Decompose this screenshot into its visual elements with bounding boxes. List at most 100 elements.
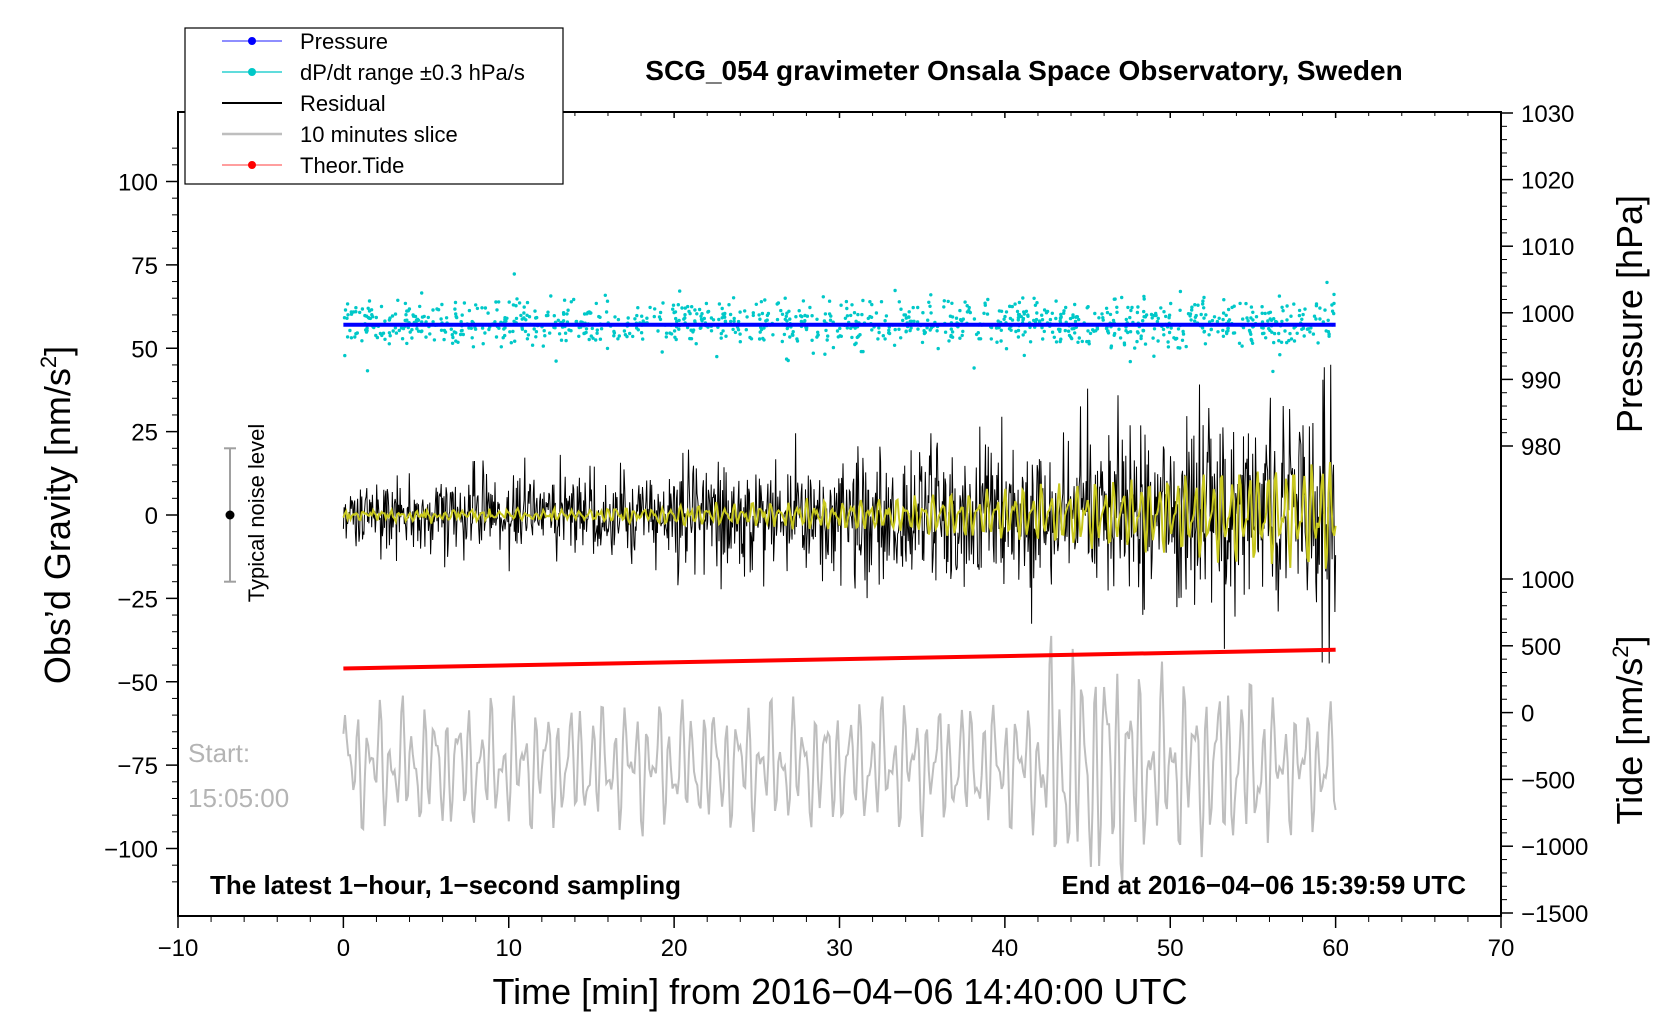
dpdt-point (367, 309, 372, 313)
dpdt-point (1190, 308, 1194, 312)
dpdt-point (1013, 302, 1017, 306)
dpdt-point (942, 299, 946, 303)
gravity-tick-label: −25 (117, 586, 158, 613)
dpdt-point (519, 313, 523, 318)
tide-axis-label: Tide [nm/s2] (1608, 636, 1650, 825)
dpdt-point (765, 313, 770, 318)
dpdt-point (383, 319, 387, 323)
dpdt-point (549, 294, 553, 298)
dpdt-point (1237, 341, 1242, 345)
tide-tick-label: −1500 (1521, 901, 1588, 928)
dpdt-point (1008, 316, 1013, 321)
dpdt-point (1210, 318, 1215, 323)
dpdt-point (403, 301, 408, 306)
dpdt-point (929, 311, 933, 315)
smoothed-residual-series (342, 462, 1337, 569)
chart-title: SCG_054 gravimeter Onsala Space Observat… (645, 55, 1402, 86)
dpdt-point (635, 313, 639, 318)
x-tick-label: 70 (1488, 935, 1515, 962)
dpdt-point (909, 319, 914, 323)
dpdt-point (552, 314, 556, 318)
dpdt-point (1221, 334, 1226, 338)
dpdt-point (1280, 319, 1284, 324)
legend-item-pressure: Pressure (222, 29, 388, 54)
dpdt-point (605, 346, 610, 351)
dpdt-point (680, 306, 684, 310)
dpdt-point (1139, 334, 1143, 338)
dpdt-point (432, 338, 437, 342)
dpdt-point (779, 308, 783, 313)
dpdt-point (805, 314, 810, 318)
dpdt-point (517, 301, 522, 305)
dpdt-point (342, 316, 347, 320)
dpdt-point (1007, 327, 1012, 331)
dpdt-point (897, 300, 901, 304)
dpdt-point (1277, 331, 1281, 336)
dpdt-point (1292, 302, 1296, 306)
dpdt-point (950, 315, 955, 319)
dpdt-point (1272, 340, 1276, 345)
dpdt-point (1330, 303, 1334, 307)
pressure-axis-label: Pressure [hPa] (1609, 195, 1650, 433)
dpdt-point (1128, 359, 1133, 364)
dpdt-point (1086, 305, 1090, 309)
gravity-axis-label-text: Obs’d Gravity [nm/s (37, 368, 78, 684)
dpdt-point (994, 326, 999, 330)
dpdt-point (976, 331, 980, 335)
dpdt-point (1283, 329, 1287, 333)
dpdt-point (717, 317, 721, 322)
dpdt-point (1327, 332, 1331, 336)
dpdt-point (527, 315, 532, 319)
dpdt-point (801, 299, 806, 303)
tide-tick-label: −1000 (1521, 834, 1588, 861)
legend-label-residual: Residual (300, 91, 386, 116)
dpdt-point (811, 351, 815, 355)
dpdt-point (420, 291, 424, 295)
dpdt-point (426, 315, 430, 320)
dpdt-point (860, 312, 864, 317)
dpdt-point (633, 317, 637, 321)
dpdt-point (1227, 318, 1232, 322)
dpdt-point (850, 303, 854, 307)
dpdt-point (553, 326, 557, 330)
dpdt-point (771, 333, 775, 337)
dpdt-point (879, 300, 884, 304)
dpdt-point (534, 330, 539, 334)
dpdt-point (1314, 317, 1318, 321)
dpdt-point (827, 299, 832, 303)
dpdt-point (950, 301, 954, 305)
dpdt-point (698, 326, 702, 330)
dpdt-point (1048, 317, 1053, 322)
dpdt-point (664, 335, 668, 339)
tide-tick-label: −500 (1521, 767, 1575, 794)
noise-center-dot (225, 510, 235, 520)
dpdt-point (442, 337, 446, 342)
dpdt-point (1309, 326, 1313, 330)
dpdt-point (572, 297, 576, 302)
dpdt-point (925, 326, 929, 330)
dpdt-point (503, 326, 507, 330)
dpdt-point (1072, 326, 1076, 331)
dpdt-point (861, 349, 865, 354)
dpdt-point (1285, 304, 1289, 308)
dpdt-point (1058, 327, 1062, 332)
dpdt-point (927, 300, 931, 304)
dpdt-point (1178, 346, 1182, 350)
dpdt-point (949, 327, 953, 331)
dpdt-point (763, 298, 767, 302)
dpdt-point (1156, 339, 1160, 343)
dpdt-point (469, 326, 473, 330)
start-label: Start: (188, 738, 250, 768)
dpdt-point (1151, 336, 1155, 340)
gravity-tick-label: 100 (118, 170, 158, 197)
gravity-tick-label: 75 (131, 253, 158, 280)
dpdt-point (1111, 318, 1116, 323)
dpdt-point (526, 333, 531, 337)
dpdt-point (503, 316, 507, 320)
gravity-axis-ticks: 100 75 50 25 0 −25 −50 −75 −100 (104, 147, 178, 883)
dpdt-point (949, 333, 953, 338)
dpdt-point (1142, 315, 1146, 319)
dpdt-point (1221, 311, 1226, 315)
dpdt-point (493, 320, 497, 324)
dpdt-point (845, 326, 849, 330)
